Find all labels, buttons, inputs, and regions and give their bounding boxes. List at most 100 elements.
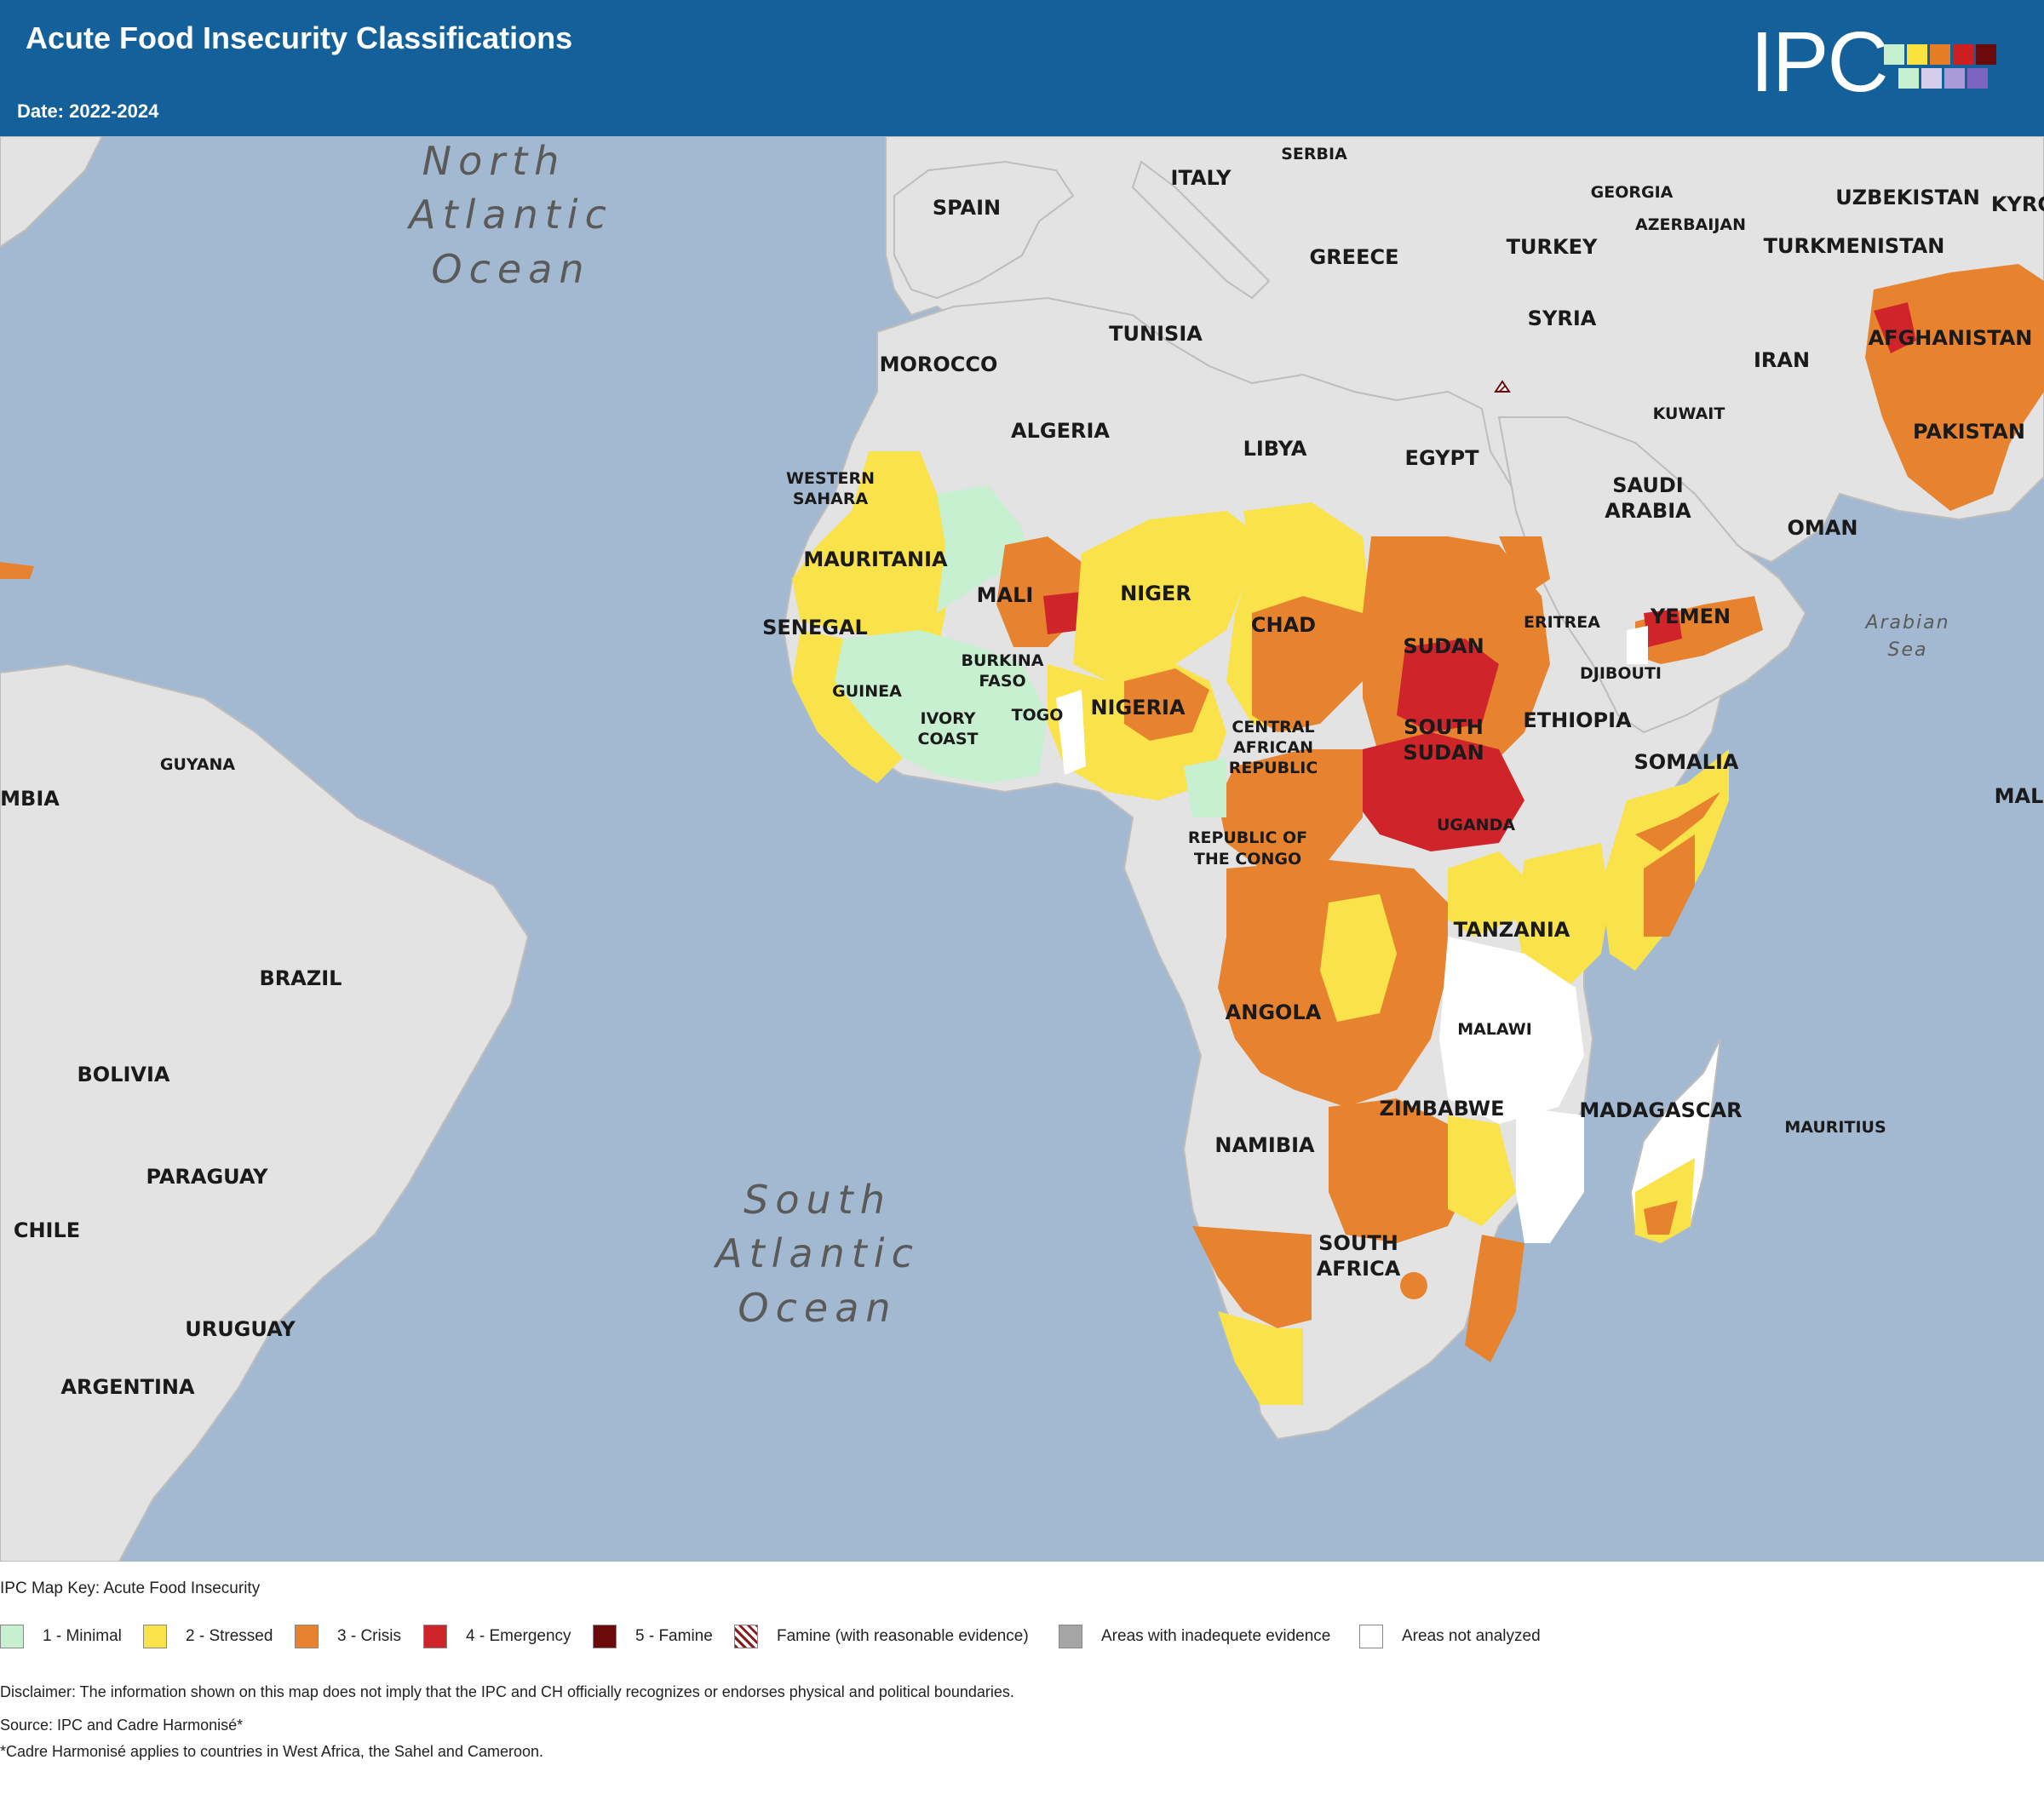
area-eritrea-crisis[interactable]	[1499, 536, 1550, 596]
area-togo-not-analyzed[interactable]	[1056, 690, 1086, 775]
area-uganda-stressed[interactable]	[1448, 851, 1524, 937]
label-western-sahara-2: SAHARA	[793, 490, 869, 508]
label-yemen: YEMEN	[1650, 605, 1731, 628]
label-somalia: SOMALIA	[1634, 750, 1739, 774]
area-kenya-stressed[interactable]	[1516, 843, 1610, 988]
legend-item: Famine (with reasonable evidence)	[734, 1622, 1029, 1651]
ocean-north-atlantic-3: Ocean	[431, 246, 590, 292]
area-yemen-not-analyzed[interactable]	[1627, 626, 1648, 664]
area-mozambique-crisis[interactable]	[1465, 1235, 1524, 1362]
label-kuwait: KUWAIT	[1653, 404, 1725, 423]
area-mauritania-stressed[interactable]	[792, 451, 954, 656]
label-saudi-1: SAUDI	[1612, 473, 1683, 497]
logo-square	[1907, 44, 1927, 65]
legend-swatch-stressed	[143, 1625, 167, 1648]
label-mauritania: MAURITANIA	[803, 547, 948, 571]
area-car-minimal[interactable]	[1184, 758, 1226, 817]
legend-label: Areas not analyzed	[1402, 1627, 1541, 1645]
logo-square	[1967, 68, 1988, 89]
area-tanzania-not-analyzed[interactable]	[1439, 937, 1584, 1124]
area-nigeria-crisis[interactable]	[1124, 668, 1209, 741]
area-west-africa-minimal[interactable]	[835, 630, 1048, 783]
area-namibia-stressed[interactable]	[1218, 1311, 1303, 1405]
legend-swatch-famine	[593, 1625, 617, 1648]
label-bolivia: BOLIVIA	[78, 1063, 170, 1086]
label-south-sudan-2: SUDAN	[1403, 741, 1484, 765]
label-tanzania: TANZANIA	[1454, 918, 1570, 942]
area-mali-emergency[interactable]	[1043, 592, 1082, 634]
label-italy: ITALY	[1171, 166, 1232, 190]
label-car-2: AFRICAN	[1233, 738, 1313, 757]
ocean-south-atlantic-2: Atlantic	[713, 1230, 920, 1276]
label-south-africa-1: SOUTH	[1318, 1231, 1398, 1255]
label-guyana: GUYANA	[160, 755, 236, 774]
label-djibouti: DJIBOUTI	[1580, 664, 1662, 683]
ipc-logo: IPC	[1750, 14, 1889, 110]
label-congo-2: THE CONGO	[1194, 850, 1301, 868]
area-lesotho-crisis[interactable]	[1400, 1272, 1427, 1299]
label-ivory-1: IVORY	[921, 709, 976, 728]
area-niger-stressed[interactable]	[1073, 511, 1260, 681]
label-western-sahara-1: WESTERN	[786, 469, 875, 488]
area-drc-stressed[interactable]	[1320, 894, 1397, 1022]
label-brazil: BRAZIL	[260, 966, 342, 990]
area-mozambique-not-analyzed[interactable]	[1516, 1107, 1584, 1243]
label-car-1: CENTRAL	[1232, 718, 1314, 737]
area-chad-crisis[interactable]	[1252, 596, 1363, 732]
label-south-africa-2: AFRICA	[1317, 1257, 1401, 1281]
area-mali-minimal[interactable]	[937, 485, 1031, 613]
label-guinea: GUINEA	[832, 682, 902, 701]
label-azerbaijan: AZERBAIJAN	[1635, 215, 1746, 234]
legend-item: 5 - Famine	[593, 1622, 713, 1651]
area-sudan-emergency[interactable]	[1397, 639, 1499, 732]
label-togo: TOGO	[1012, 706, 1064, 725]
label-mauritius: MAURITIUS	[1784, 1118, 1886, 1137]
ocean-north-atlantic-1: North	[422, 138, 566, 184]
label-congo-1: REPUBLIC OF	[1188, 828, 1307, 847]
legend-swatch-famine-reasonable	[734, 1625, 758, 1648]
label-uruguay: URUGUAY	[185, 1317, 296, 1341]
area-horn-crisis[interactable]	[1635, 792, 1720, 851]
ocean-south-atlantic-1: South	[744, 1177, 892, 1223]
area-yemen-emergency[interactable]	[1644, 609, 1682, 647]
legend-swatch-emergency	[423, 1625, 447, 1648]
legend-label: 3 - Crisis	[337, 1627, 401, 1645]
label-spain: SPAIN	[933, 196, 1001, 220]
label-syria: SYRIA	[1528, 307, 1597, 330]
label-ethiopia: ETHIOPIA	[1523, 708, 1632, 732]
header-bar: Acute Food Insecurity Classifications Da…	[0, 0, 2044, 136]
arabian-sea-2: Sea	[1888, 639, 1928, 661]
label-pakistan: PAKISTAN	[1913, 420, 2025, 444]
disclaimer-text: Disclaimer: The information shown on thi…	[0, 1683, 1014, 1700]
area-south-sudan-emergency[interactable]	[1354, 732, 1524, 851]
area-haiti-crisis[interactable]	[0, 562, 34, 579]
area-gaza-famine-reasonable[interactable]	[1494, 380, 1511, 393]
legend-swatch-inadequate	[1059, 1625, 1082, 1648]
label-maldives: MALI	[1995, 784, 2044, 808]
area-namibia-crisis[interactable]	[1192, 1226, 1312, 1328]
label-chad: CHAD	[1251, 613, 1316, 637]
label-argentina: ARGENTINA	[60, 1375, 195, 1399]
area-malawi-stressed[interactable]	[1448, 1115, 1516, 1226]
page-title: Acute Food Insecurity Classifications	[26, 20, 573, 55]
label-saudi-2: ARABIA	[1605, 499, 1691, 523]
label-algeria: ALGERIA	[1011, 419, 1110, 443]
label-burkina-2: FASO	[979, 672, 1025, 691]
food-insecurity-map[interactable]: North Atlantic Ocean South Atlantic Ocea…	[0, 136, 2044, 1562]
area-car-crisis[interactable]	[1218, 749, 1363, 868]
area-zambia-crisis[interactable]	[1329, 1098, 1473, 1243]
label-malawi: MALAWI	[1457, 1020, 1532, 1039]
area-west-africa-stressed[interactable]	[792, 630, 903, 783]
date-label: Date: 2022-2024	[17, 100, 159, 122]
land-south-america	[0, 662, 530, 1562]
area-madagascar-crisis[interactable]	[1644, 1201, 1678, 1235]
area-congo-not-analyzed[interactable]	[1175, 834, 1226, 954]
label-turkey: TURKEY	[1507, 235, 1598, 259]
area-afghanistan-emergency[interactable]	[1874, 302, 1916, 353]
label-nigeria: NIGERIA	[1090, 696, 1186, 719]
label-serbia: SERBIA	[1281, 145, 1347, 163]
area-yemen-crisis[interactable]	[1635, 596, 1763, 664]
note-text: *Cadre Harmonisé applies to countries in…	[0, 1743, 543, 1760]
arabian-sea-1: Arabian	[1863, 612, 1949, 633]
area-somalia-crisis[interactable]	[1644, 834, 1695, 937]
